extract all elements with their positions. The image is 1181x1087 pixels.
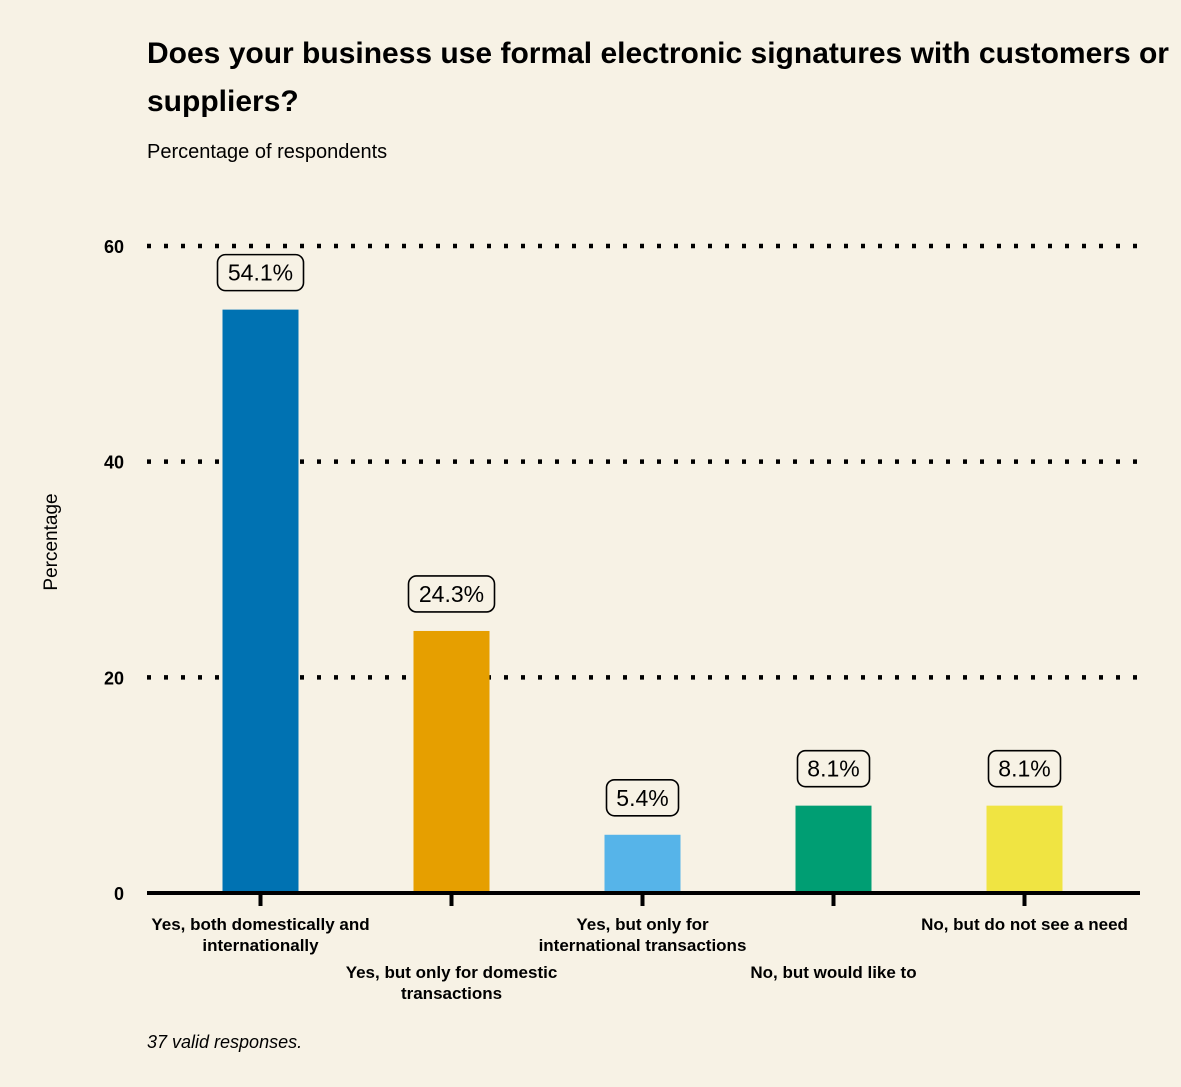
bar	[604, 834, 681, 893]
footnote: 37 valid responses.	[147, 1032, 303, 1052]
value-label-text: 5.4%	[616, 785, 668, 811]
value-label-text: 8.1%	[998, 756, 1050, 782]
value-label-text: 8.1%	[807, 756, 859, 782]
x-category-label: No, but would like to	[750, 963, 916, 982]
chart-subtitle: Percentage of respondents	[147, 141, 388, 163]
value-label-box	[605, 778, 680, 817]
bar	[413, 630, 490, 893]
x-category-label: No, but do not see a need	[921, 915, 1128, 934]
bar	[986, 805, 1063, 893]
y-tick-label: 20	[104, 668, 124, 688]
value-label-text: 24.3%	[419, 581, 484, 607]
y-tick-label: 0	[114, 884, 124, 904]
x-category-label: Yes, but only for domestic transactions	[346, 963, 558, 1003]
value-label-text: 54.1%	[228, 260, 293, 286]
value-label: 24.3%	[407, 575, 496, 613]
value-label: 5.4%	[605, 778, 680, 817]
value-labels: 54.1% 24.3% 5.4% 8.1% 8.1%	[216, 253, 1062, 817]
bar	[222, 309, 299, 893]
value-label-box	[216, 253, 305, 292]
y-axis-title: Percentage	[41, 493, 62, 590]
value-label: 8.1%	[987, 749, 1062, 788]
value-label-box	[407, 575, 496, 613]
y-tick-label: 60	[104, 237, 124, 257]
x-axis	[147, 891, 1140, 906]
chart-title: Does your business use formal electronic…	[147, 37, 1169, 118]
value-label-box	[987, 749, 1062, 788]
bars	[222, 309, 1063, 893]
x-axis-labels: Yes, both domestically and internationall…	[151, 915, 1128, 1003]
bar	[795, 805, 872, 893]
y-axis-ticks: 0 20 40 60	[104, 237, 124, 904]
x-category-label: Yes, but only for international transacti…	[539, 915, 747, 955]
value-label-box	[796, 749, 871, 788]
value-label: 8.1%	[796, 749, 871, 788]
x-category-label: Yes, both domestically and internationall…	[151, 915, 369, 955]
value-label: 54.1%	[216, 253, 305, 292]
gridlines	[147, 243, 1140, 680]
y-tick-label: 40	[104, 453, 124, 473]
